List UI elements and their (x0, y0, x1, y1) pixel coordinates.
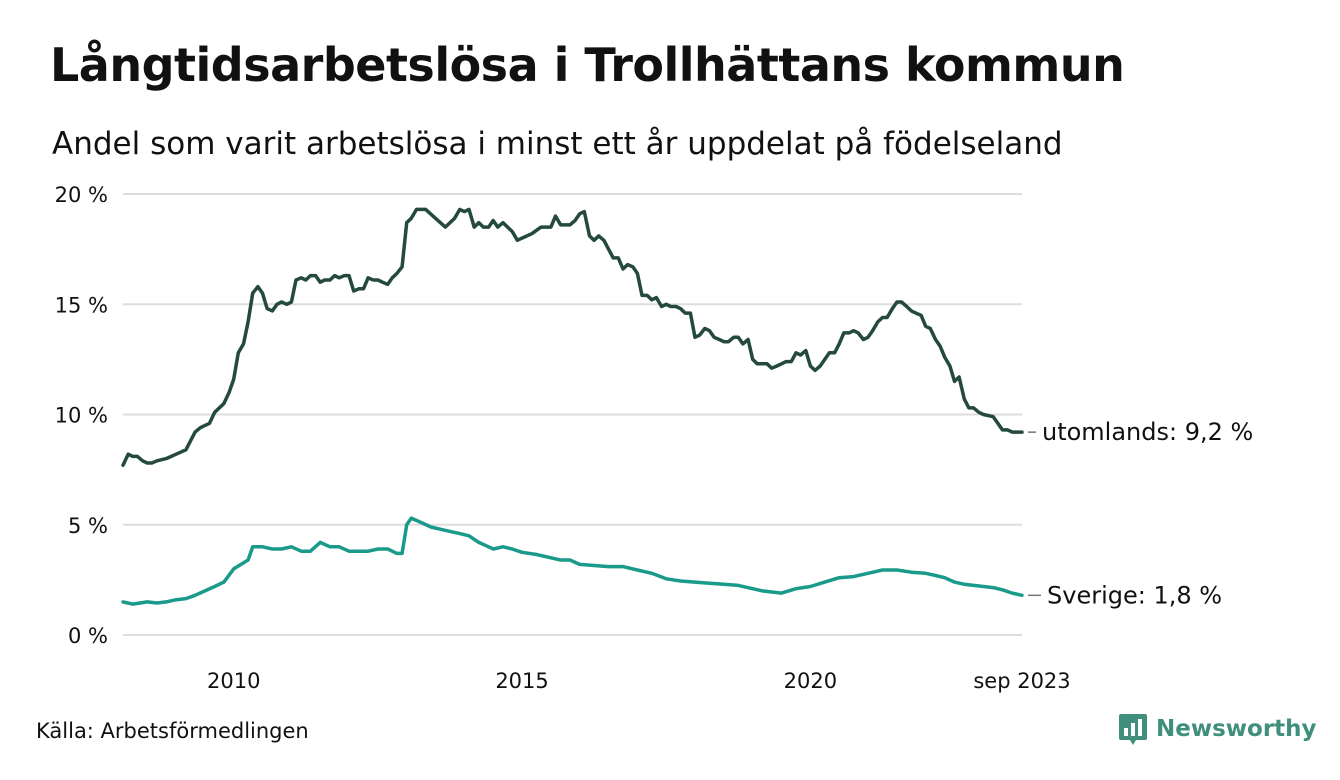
x-tick-label: 2010 (207, 669, 260, 693)
chart-title: Långtidsarbetslösa i Trollhättans kommun (50, 38, 1125, 92)
x-tick-label: 2020 (784, 669, 837, 693)
y-tick-label: 5 % (68, 514, 108, 538)
series-line-utomlands (121, 207, 1024, 467)
y-tick-label: 0 % (68, 624, 108, 648)
brand-name: Newsworthy (1156, 716, 1317, 742)
series-line-sverige (121, 516, 1024, 606)
end-label-utomlands: utomlands: 9,2 % (1042, 418, 1253, 446)
end-label-sverige: Sverige: 1,8 % (1047, 581, 1222, 609)
y-tick-label: 15 % (55, 293, 108, 317)
source-note: Källa: Arbetsförmedlingen (36, 719, 309, 743)
y-tick-label: 20 % (55, 183, 108, 207)
x-tick-label: sep 2023 (973, 669, 1070, 693)
chart-subtitle: Andel som varit arbetslösa i minst ett å… (52, 126, 1063, 162)
brand-logo: Newsworthy (1118, 712, 1317, 746)
newsworthy-logo-icon (1119, 714, 1147, 745)
y-tick-label: 10 % (55, 404, 108, 428)
x-tick-label: 2015 (495, 669, 548, 693)
